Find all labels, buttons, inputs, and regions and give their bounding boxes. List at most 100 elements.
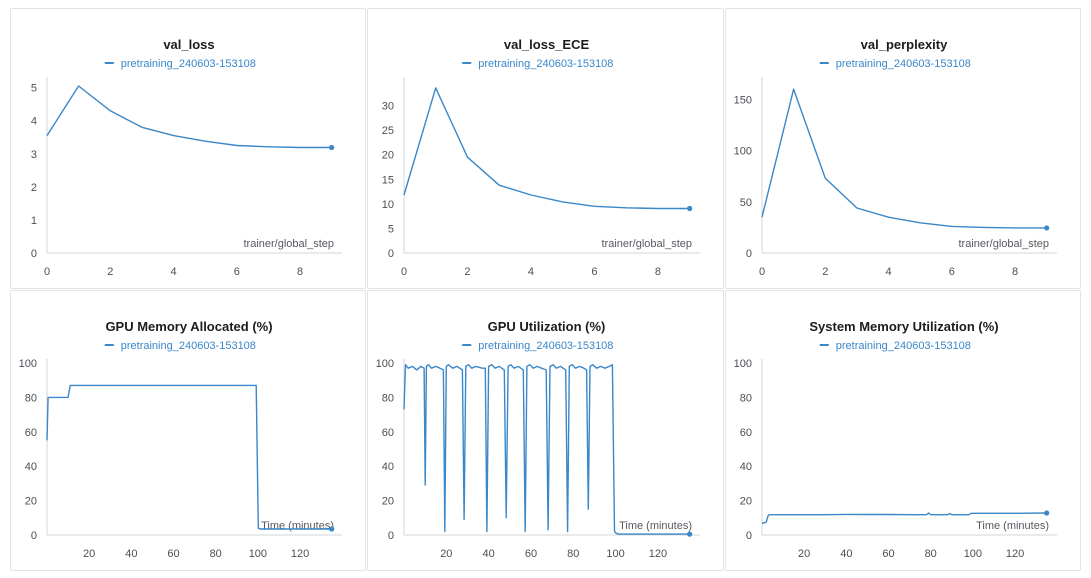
chart-system-memory-ytick: 80 — [740, 392, 752, 404]
chart-system-memory-ytick: 40 — [740, 461, 752, 473]
panel-val-loss: val_loss pretraining_240603-153108 0 1 2 3 4 5 0… — [10, 8, 366, 289]
chart-val-loss-legend-label[interactable]: pretraining_240603-153108 — [121, 58, 256, 70]
chart-gpu-utilization-xtick: 120 — [649, 548, 667, 560]
chart-gpu-utilization: GPU Utilization (%) pretraining_240603-15… — [376, 319, 700, 560]
chart-val-loss-xtick: 6 — [234, 266, 240, 278]
chart-val-loss-ytick: 2 — [31, 182, 37, 194]
chart-gpu-memory-xtick: 40 — [125, 548, 137, 560]
chart-val-perplexity-xtick: 6 — [949, 266, 955, 278]
chart-system-memory-xlabel: Time (minutes) — [976, 520, 1049, 532]
chart-gpu-utilization-xtick: 60 — [525, 548, 537, 560]
chart-val-loss-ece-ytick: 20 — [382, 150, 394, 162]
chart-val-loss-ece-series-endpoint[interactable] — [687, 205, 693, 212]
chart-val-loss-ece-series-line[interactable] — [403, 87, 690, 210]
chart-system-memory-legend-label[interactable]: pretraining_240603-153108 — [836, 340, 971, 352]
chart-system-memory-xtick: 60 — [882, 548, 894, 560]
chart-val-loss-ece-xtick: 4 — [528, 266, 534, 278]
chart-val-loss-xtick: 2 — [107, 266, 113, 278]
chart-val-loss-xtick: 4 — [170, 266, 176, 278]
chart-gpu-memory-ytick: 40 — [25, 461, 37, 473]
chart-gpu-utilization-xtick: 100 — [606, 548, 624, 560]
chart-gpu-memory-legend-label[interactable]: pretraining_240603-153108 — [121, 340, 256, 352]
chart-val-perplexity-series-endpoint[interactable] — [1044, 225, 1050, 231]
chart-val-loss-ytick: 3 — [31, 149, 37, 161]
chart-system-memory-title: System Memory Utilization (%) — [809, 319, 998, 334]
chart-gpu-utilization-series-endpoint[interactable] — [687, 531, 693, 537]
chart-val-loss-title: val_loss — [163, 37, 214, 52]
chart-gpu-memory-xtick: 100 — [249, 548, 267, 560]
chart-gpu-memory-ytick: 20 — [25, 496, 37, 508]
chart-gpu-utilization-xtick: 20 — [440, 548, 452, 560]
chart-system-memory-xtick: 80 — [925, 548, 937, 560]
chart-val-perplexity-title: val_perplexity — [861, 37, 948, 52]
chart-val-loss-xtick: 8 — [297, 266, 303, 278]
chart-val-loss-ytick: 4 — [31, 116, 37, 128]
chart-gpu-memory-title: GPU Memory Allocated (%) — [105, 319, 272, 334]
chart-gpu-utilization-ytick: 80 — [382, 392, 394, 404]
chart-gpu-memory-xlabel: Time (minutes) — [261, 520, 334, 532]
chart-val-perplexity-ytick: 100 — [734, 146, 752, 158]
chart-gpu-utilization-series-line[interactable] — [403, 363, 690, 535]
chart-val-loss-ece-ytick: 5 — [388, 223, 394, 235]
chart-val-loss-ece-ytick: 25 — [382, 125, 394, 137]
panel-gpu-memory: GPU Memory Allocated (%) pretraining_2406… — [10, 290, 366, 571]
chart-gpu-utilization-ytick: 40 — [382, 461, 394, 473]
chart-val-perplexity-ytick: 150 — [734, 94, 752, 106]
chart-val-loss-xtick: 0 — [44, 266, 50, 278]
chart-gpu-utilization-ytick: 0 — [388, 530, 394, 542]
chart-system-memory-xtick: 120 — [1006, 548, 1024, 560]
chart-val-perplexity-xtick: 2 — [822, 266, 828, 278]
chart-val-loss-ytick: 1 — [31, 215, 37, 227]
panel-val-perplexity: val_perplexity pretraining_240603-153108 0… — [725, 8, 1081, 289]
chart-gpu-utilization-ytick: 100 — [376, 358, 394, 370]
chart-val-loss: val_loss pretraining_240603-153108 0 1 2 3 4 5 0… — [31, 37, 342, 278]
chart-system-memory-series-endpoint[interactable] — [1044, 510, 1050, 516]
chart-val-loss-ece-xtick: 6 — [591, 266, 597, 278]
chart-val-perplexity-ytick: 50 — [740, 197, 752, 209]
chart-gpu-memory-series-line[interactable] — [46, 384, 332, 530]
chart-gpu-memory-xtick: 80 — [210, 548, 222, 560]
chart-val-loss-series-line[interactable] — [46, 85, 332, 149]
panel-system-memory: System Memory Utilization (%) pretraining… — [725, 290, 1081, 571]
chart-val-loss-ece-ytick: 0 — [388, 248, 394, 260]
chart-gpu-utilization-xlabel: Time (minutes) — [619, 520, 692, 532]
chart-val-loss-ece-xtick: 8 — [655, 266, 661, 278]
chart-val-loss-ece: val_loss_ECE pretraining_240603-153108 0 5 1… — [382, 37, 700, 278]
chart-system-memory-xtick: 100 — [964, 548, 982, 560]
chart-gpu-utilization-xtick: 40 — [483, 548, 495, 560]
chart-gpu-memory-xtick: 60 — [167, 548, 179, 560]
chart-system-memory-xtick: 40 — [840, 548, 852, 560]
chart-val-loss-ece-xlabel: trainer/global_step — [601, 238, 692, 250]
chart-val-perplexity-xtick: 0 — [759, 266, 765, 278]
chart-val-loss-xlabel: trainer/global_step — [243, 238, 334, 250]
chart-val-perplexity: val_perplexity pretraining_240603-153108 0… — [734, 37, 1057, 278]
chart-val-loss-ece-ytick: 15 — [382, 174, 394, 186]
chart-system-memory-ytick: 100 — [734, 358, 752, 370]
chart-gpu-memory-ytick: 80 — [25, 392, 37, 404]
chart-gpu-memory: GPU Memory Allocated (%) pretraining_2406… — [19, 319, 342, 560]
chart-system-memory-ytick: 20 — [740, 496, 752, 508]
chart-gpu-memory-ytick: 100 — [19, 358, 37, 370]
chart-gpu-utilization-ytick: 60 — [382, 427, 394, 439]
chart-val-loss-ece-xtick: 0 — [401, 266, 407, 278]
chart-val-loss-ytick: 5 — [31, 83, 37, 95]
chart-gpu-memory-series-endpoint[interactable] — [329, 526, 335, 532]
chart-gpu-utilization-title: GPU Utilization (%) — [488, 319, 606, 334]
chart-gpu-memory-ytick: 60 — [25, 427, 37, 439]
chart-gpu-utilization-legend-label[interactable]: pretraining_240603-153108 — [478, 340, 613, 352]
chart-gpu-memory-xtick: 120 — [291, 548, 309, 560]
chart-val-loss-ytick: 0 — [31, 248, 37, 260]
chart-val-perplexity-legend-label[interactable]: pretraining_240603-153108 — [836, 58, 971, 70]
chart-val-loss-series-endpoint[interactable] — [329, 144, 335, 151]
chart-gpu-memory-ytick: 0 — [31, 530, 37, 542]
chart-val-perplexity-series-line[interactable] — [761, 88, 1047, 229]
chart-val-perplexity-xlabel: trainer/global_step — [958, 238, 1049, 250]
chart-system-memory-xtick: 20 — [798, 548, 810, 560]
chart-val-perplexity-ytick: 0 — [746, 248, 752, 260]
panel-gpu-utilization: GPU Utilization (%) pretraining_240603-15… — [367, 290, 724, 571]
chart-val-loss-ece-legend-label[interactable]: pretraining_240603-153108 — [478, 58, 613, 70]
chart-system-memory-ytick: 60 — [740, 427, 752, 439]
chart-system-memory-series-line[interactable] — [762, 512, 1047, 524]
chart-val-loss-ece-ytick: 10 — [382, 199, 394, 211]
chart-val-loss-ece-title: val_loss_ECE — [504, 37, 590, 52]
